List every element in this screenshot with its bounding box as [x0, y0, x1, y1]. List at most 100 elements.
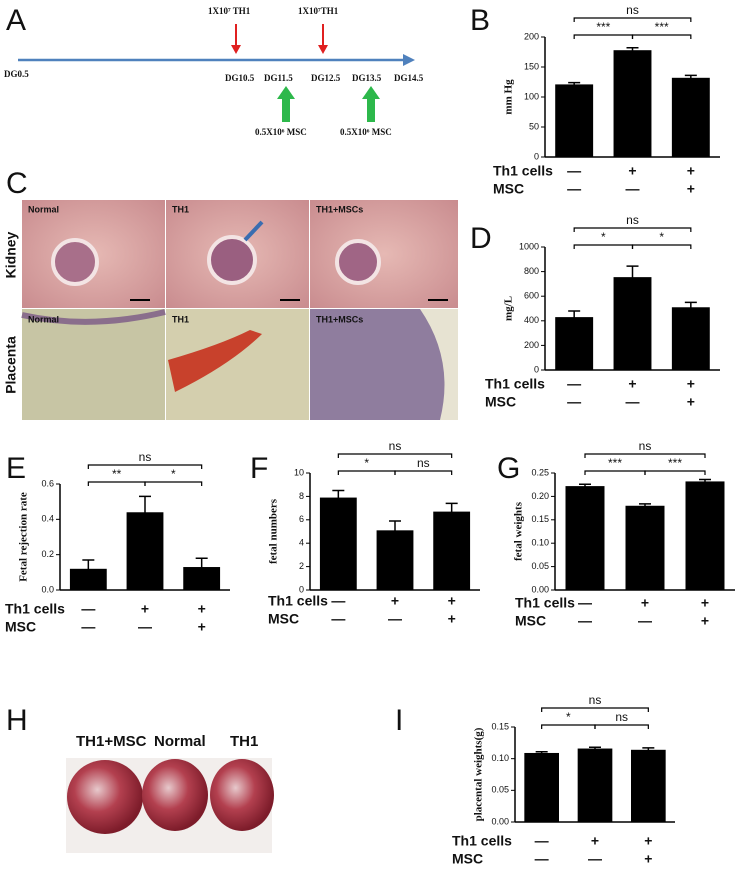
photo-label: Normal	[154, 733, 206, 750]
y-axis-label: mm Hg	[503, 79, 515, 115]
tissue-edge	[420, 309, 458, 420]
condition-sign: +	[687, 394, 695, 410]
significance-label: ***	[596, 20, 610, 34]
significance-label: *	[171, 467, 176, 481]
bar	[631, 749, 666, 822]
y-tick-label: 10	[294, 467, 304, 477]
bar	[376, 530, 414, 590]
y-tick-label: 2	[299, 561, 304, 571]
y-tick-label: 8	[299, 491, 304, 501]
significance-label: **	[112, 467, 122, 481]
error-bar	[195, 557, 208, 576]
significance-bracket	[584, 470, 646, 475]
tile-label: TH1+MSCs	[316, 204, 363, 214]
y-tick-label: 0	[299, 584, 304, 594]
significance-bracket	[337, 470, 396, 475]
panel-letter: I	[395, 704, 403, 737]
condition-name: MSC	[485, 394, 516, 410]
embryo	[210, 759, 274, 831]
error-bar	[589, 746, 601, 750]
condition-sign: —	[588, 851, 602, 867]
condition-name: MSC	[452, 851, 483, 867]
significance-bracket	[631, 34, 692, 39]
condition-sign: +	[448, 611, 456, 627]
photo-label: TH1+MSC	[76, 733, 147, 750]
significance-bracket	[573, 34, 634, 39]
condition-sign: +	[448, 593, 456, 609]
error-bar	[332, 489, 345, 505]
y-tick-label: 4	[299, 538, 304, 548]
significance-label: ***	[655, 20, 669, 34]
y-tick-label: 0	[534, 364, 539, 374]
y-axis-label: Fetal rejection rate	[18, 492, 30, 582]
significance-bracket	[541, 707, 649, 712]
tile-label: TH1	[172, 204, 189, 214]
significance-bracket	[87, 464, 203, 469]
condition-sign: +	[198, 601, 206, 617]
micrograph	[22, 309, 165, 420]
y-tick-label: 800	[524, 266, 539, 276]
error-bar	[535, 750, 548, 755]
condition-sign: +	[687, 376, 695, 392]
significance-label: *	[364, 456, 369, 470]
day-label: DG13.5	[352, 73, 382, 83]
panel-letter: G	[497, 452, 520, 485]
error-bar	[568, 81, 581, 87]
red-arrow-head	[318, 45, 328, 54]
significance-label: *	[659, 230, 664, 244]
condition-sign: +	[628, 163, 636, 179]
condition-sign: +	[641, 595, 649, 611]
condition-sign: —	[567, 376, 581, 392]
red-arrow-head	[231, 45, 241, 54]
condition-sign: —	[638, 613, 652, 629]
y-tick-label: 0.15	[491, 721, 509, 731]
condition-name: Th1 cells	[5, 601, 65, 617]
condition-sign: +	[687, 181, 695, 197]
significance-label: ns	[626, 3, 639, 17]
significance-label: ns	[389, 439, 402, 453]
micrograph	[310, 200, 458, 308]
panel-a: A DG0.5 DG10.5 DG11.5 DG12.5 DG13.5 DG14…	[4, 4, 424, 137]
significance-bracket	[541, 724, 596, 729]
glomerulus	[207, 235, 257, 285]
day-label: DG11.5	[264, 73, 293, 83]
significance-bracket	[394, 470, 453, 475]
condition-sign: —	[567, 181, 581, 197]
bar	[613, 50, 652, 158]
condition-sign: +	[141, 601, 149, 617]
condition-sign: —	[567, 163, 581, 179]
y-tick-label: 0.25	[531, 467, 549, 477]
condition-name: Th1 cells	[515, 595, 575, 611]
day-label: DG0.5	[4, 69, 29, 79]
y-tick-label: 100	[524, 91, 539, 101]
condition-name: Th1 cells	[493, 163, 553, 179]
y-tick-label: 0.05	[491, 785, 509, 795]
embryo	[67, 760, 143, 834]
day-label: DG12.5	[311, 73, 341, 83]
significance-label: ns	[639, 439, 652, 453]
panel-letter: H	[6, 704, 28, 737]
condition-sign: +	[391, 593, 399, 609]
bar	[555, 317, 594, 370]
panel-c: C Kidney Placenta Normal TH1 TH1+MSCs No…	[3, 167, 458, 420]
condition-sign: —	[535, 833, 549, 849]
condition-name: MSC	[515, 613, 546, 629]
tile-label: TH1+MSCs	[316, 314, 363, 324]
condition-name: Th1 cells	[452, 833, 512, 849]
y-tick-label: 0.4	[41, 514, 54, 524]
y-tick-label: 0.2	[41, 549, 54, 559]
error-bar	[139, 495, 151, 529]
error-bar	[579, 483, 591, 488]
bar	[524, 752, 559, 822]
panel-letter: F	[250, 452, 268, 485]
y-axis-label: fetal numbers	[268, 498, 280, 564]
significance-bracket	[573, 227, 692, 232]
bar	[613, 277, 652, 370]
y-tick-label: 6	[299, 514, 304, 524]
significance-bracket	[573, 244, 634, 249]
bar	[625, 505, 665, 590]
condition-sign: —	[331, 611, 345, 627]
embryo	[142, 759, 208, 831]
